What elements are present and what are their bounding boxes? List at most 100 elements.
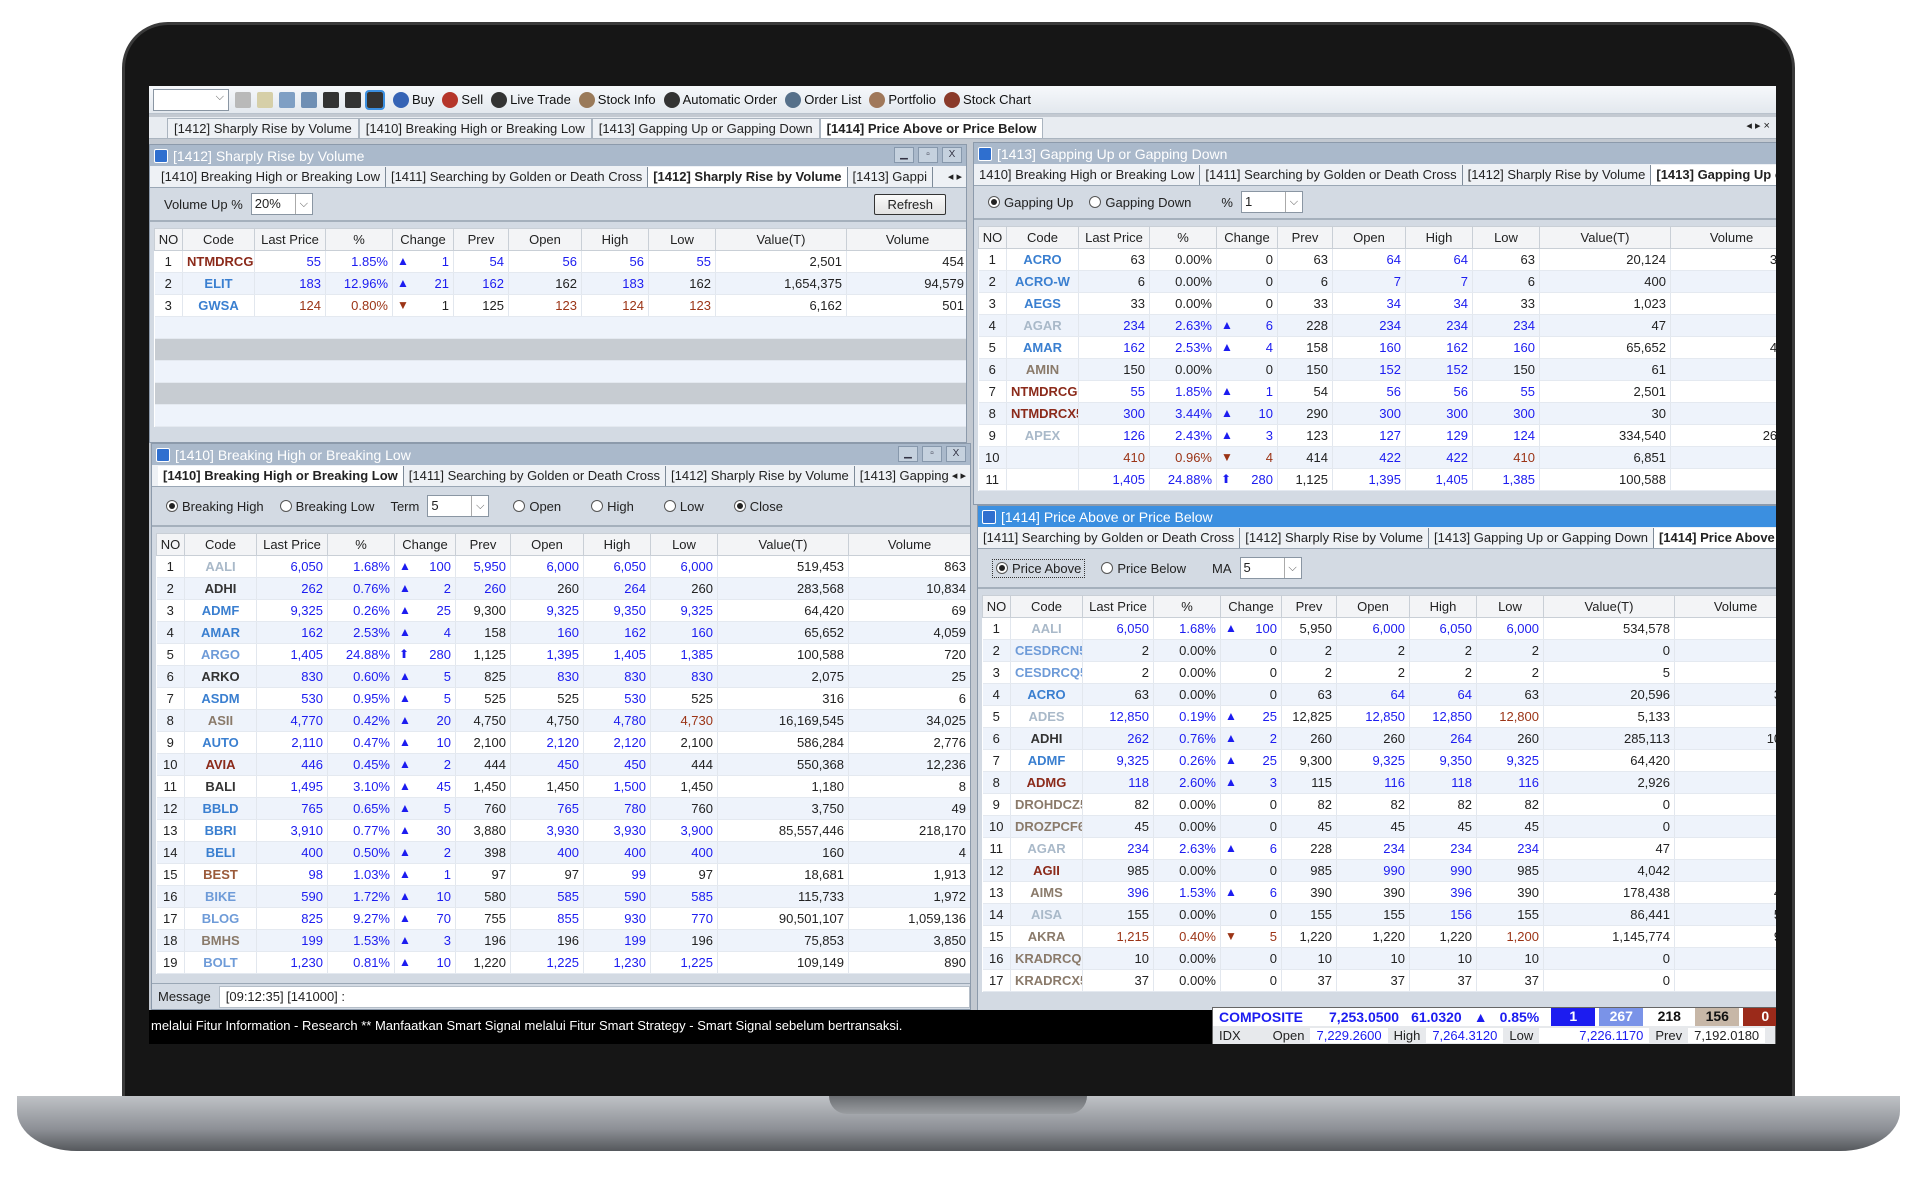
- column-header[interactable]: Change: [1216, 226, 1278, 249]
- column-header[interactable]: Code: [182, 228, 255, 251]
- low-radio[interactable]: Low: [663, 499, 704, 514]
- column-header[interactable]: Change: [394, 533, 456, 556]
- table-row[interactable]: 4 AMAR 162 2.53% ▲ 4 158 160 162 160 65,652 4,059: [156, 621, 970, 644]
- window-icon[interactable]: [279, 91, 295, 108]
- open-radio[interactable]: Open: [513, 499, 561, 514]
- table-row[interactable]: 17 KRADRCX5 37 0.00% 0 37 37 37 37 0: [982, 969, 1776, 992]
- order-list-button[interactable]: Order List: [785, 91, 861, 108]
- table-row[interactable]: 6 AMIN 150 0.00% 0 150 152 152 150 61: [978, 358, 1776, 381]
- layout3-icon[interactable]: [365, 89, 385, 110]
- table-row[interactable]: 2 ELIT 183 12.96% ▲ 21 162 162 183 162 1,654,375 94…: [154, 272, 966, 295]
- table-row[interactable]: 12 BBLD 765 0.65% ▲ 5 760 765 780 760 3,750 49: [156, 797, 970, 820]
- table-row[interactable]: 3 GWSA 124 0.80% ▼ 1 125 123 124 123 6,162 501: [154, 294, 966, 317]
- window-1410-titlebar[interactable]: [1410] Breaking High or Breaking Low ▁ ▫ X: [152, 444, 970, 465]
- preview-icon[interactable]: [257, 91, 273, 108]
- table-row[interactable]: 18 BMHS 199 1.53% ▲ 3 196 196 199 196 75,853 3,850: [156, 929, 970, 952]
- column-header[interactable]: Last Price: [1082, 595, 1154, 618]
- gapping-up-radio[interactable]: Gapping Up: [988, 195, 1073, 210]
- subtab-1411[interactable]: [1411] Searching by Golden or Death Cros…: [1200, 165, 1463, 185]
- volume-up-select[interactable]: 20%: [250, 193, 313, 215]
- column-header[interactable]: Open: [1336, 595, 1410, 618]
- column-header[interactable]: NO: [978, 226, 1007, 249]
- window-1414-titlebar[interactable]: [1414] Price Above or Price Below: [978, 506, 1776, 527]
- maximize-icon[interactable]: ▫: [918, 147, 938, 163]
- print-icon[interactable]: [235, 91, 251, 108]
- table-row[interactable]: 16 BIKE 590 1.72% ▲ 10 580 585 590 585 115,733 1,97…: [156, 885, 970, 908]
- sell-button[interactable]: Sell: [442, 91, 483, 108]
- column-header[interactable]: NO: [982, 595, 1011, 618]
- subtab-1413[interactable]: [1413] Gapping Up o: [1651, 165, 1776, 185]
- layout2-icon[interactable]: [345, 91, 361, 108]
- column-header[interactable]: Value(T): [1539, 226, 1671, 249]
- minimize-icon[interactable]: ▁: [898, 446, 918, 462]
- subtab-1411[interactable]: [1411] Searching by Golden or Death Cros…: [978, 528, 1241, 548]
- window-1413-titlebar[interactable]: [1413] Gapping Up or Gapping Down: [974, 143, 1776, 164]
- main-tab-1412[interactable]: [1412] Sharply Rise by Volume: [167, 118, 359, 138]
- table-row[interactable]: 9 DROHDCZ5 82 0.00% 0 82 82 82 82 0: [982, 793, 1776, 816]
- column-header[interactable]: Volume: [846, 228, 966, 251]
- column-header[interactable]: Open: [1332, 226, 1406, 249]
- table-row[interactable]: 5 ADES 12,850 0.19% ▲ 25 12,825 12,850 12,850 12,…: [982, 705, 1776, 728]
- gapping-down-radio[interactable]: Gapping Down: [1089, 195, 1191, 210]
- column-header[interactable]: Change: [1220, 595, 1282, 618]
- subtab-1410[interactable]: 1410] Breaking High or Breaking Low: [974, 165, 1201, 185]
- subtab-1410[interactable]: [1410] Breaking High or Breaking Low: [158, 466, 404, 486]
- column-header[interactable]: Volume: [848, 533, 970, 556]
- table-row[interactable]: 1 AALI 6,050 1.68% ▲ 100 5,950 6,000 6,050 6,000 5…: [156, 555, 970, 578]
- subtab-1412[interactable]: [1412] Sharply Rise by Volume: [666, 466, 855, 486]
- subtab-1412[interactable]: [1412] Sharply Rise by Volume: [1462, 165, 1652, 185]
- column-header[interactable]: Volume: [1674, 595, 1776, 618]
- table-row[interactable]: 9 AUTO 2,110 0.47% ▲ 10 2,100 2,120 2,120 2,100 58…: [156, 731, 970, 754]
- buy-button[interactable]: Buy: [393, 91, 434, 108]
- subtab-scroll-icon[interactable]: ◂ ▸: [943, 170, 966, 183]
- live-trade-button[interactable]: Live Trade: [491, 91, 571, 108]
- column-header[interactable]: High: [583, 533, 651, 556]
- high-radio[interactable]: High: [591, 499, 634, 514]
- table-row[interactable]: 11 BALI 1,495 3.10% ▲ 45 1,450 1,450 1,500 1,450 1…: [156, 775, 970, 798]
- column-header[interactable]: Low: [648, 228, 716, 251]
- table-row[interactable]: 11 1,405 24.88% ⬆ 280 1,125 1,395 1,405 1,385 100…: [978, 468, 1776, 491]
- subtab-1413[interactable]: [1413] Gappi: [847, 167, 933, 187]
- table-row[interactable]: 17 BLOG 825 9.27% ▲ 70 755 855 930 770 90,501,107 1…: [156, 907, 970, 930]
- price-below-radio[interactable]: Price Below: [1101, 561, 1186, 576]
- term-select[interactable]: 5: [427, 495, 490, 517]
- column-header[interactable]: NO: [156, 533, 185, 556]
- subtab-1414[interactable]: [1414] Price Above: [1653, 528, 1776, 548]
- column-header[interactable]: NO: [154, 228, 183, 251]
- column-header[interactable]: %: [327, 533, 395, 556]
- column-header[interactable]: Last Price: [1078, 226, 1150, 249]
- table-row[interactable]: 13 BBRI 3,910 0.77% ▲ 30 3,880 3,930 3,930 3,900 8…: [156, 819, 970, 842]
- table-row[interactable]: 1 AALI 6,050 1.68% ▲ 100 5,950 6,000 6,050 6,000 5…: [982, 617, 1776, 640]
- column-header[interactable]: %: [1153, 595, 1221, 618]
- main-tab-1413[interactable]: [1413] Gapping Up or Gapping Down: [591, 118, 820, 138]
- breaking-low-radio[interactable]: Breaking Low: [279, 499, 374, 514]
- subtab-1412[interactable]: [1412] Sharply Rise by Volume: [648, 167, 848, 187]
- column-header[interactable]: Last Price: [256, 533, 328, 556]
- table-row[interactable]: 6 ARKO 830 0.60% ▲ 5 825 830 830 830 2,075 25: [156, 665, 970, 688]
- table-row[interactable]: 2 ADHI 262 0.76% ▲ 2 260 260 264 260 283,568 10,834: [156, 577, 970, 600]
- price-above-radio[interactable]: Price Above: [992, 558, 1086, 578]
- column-header[interactable]: Code: [1006, 226, 1079, 249]
- table-row[interactable]: 16 KRADRCQ5 10 0.00% 0 10 10 10 10 0: [982, 947, 1776, 970]
- maximize-icon[interactable]: ▫: [922, 446, 942, 462]
- column-header[interactable]: Prev: [1281, 595, 1337, 618]
- layout1-icon[interactable]: [323, 91, 339, 108]
- table-row[interactable]: 10 AVIA 446 0.45% ▲ 2 444 450 450 444 550,368 12,23…: [156, 753, 970, 776]
- column-header[interactable]: Open: [510, 533, 584, 556]
- column-header[interactable]: Code: [1010, 595, 1083, 618]
- account-combo[interactable]: [153, 88, 229, 111]
- column-header[interactable]: High: [1405, 226, 1473, 249]
- table-row[interactable]: 19 BOLT 1,230 0.81% ▲ 10 1,220 1,225 1,230 1,225 1…: [156, 951, 970, 974]
- table-row[interactable]: 14 BELI 400 0.50% ▲ 2 398 400 400 400 160 4: [156, 841, 970, 864]
- subtab-1412[interactable]: [1412] Sharply Rise by Volume: [1240, 528, 1430, 548]
